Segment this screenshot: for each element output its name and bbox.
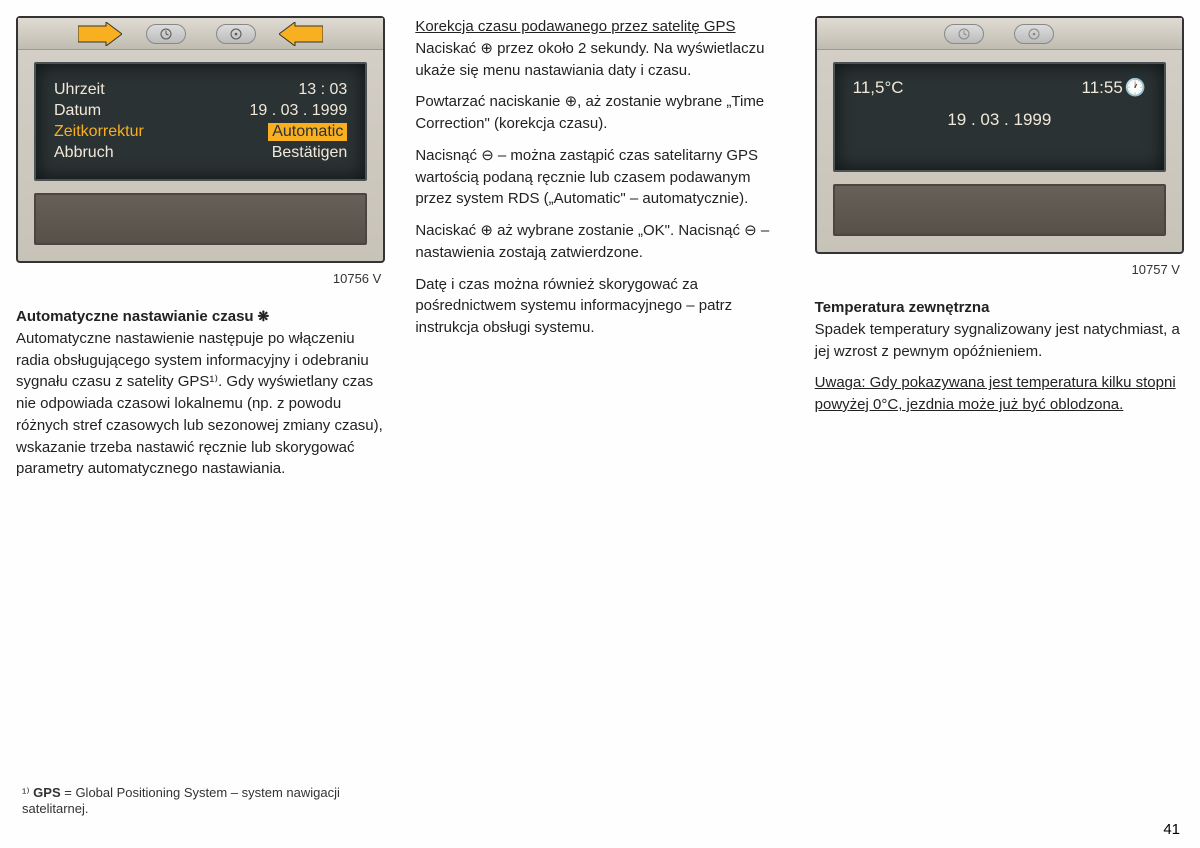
row-label: Datum [54, 102, 201, 120]
footnote-term: GPS [33, 785, 60, 800]
screen-row: Datum 19 . 03 . 1999 [54, 102, 347, 120]
body-paragraph: Uwaga: Gdy pokazywana jest temperatura k… [815, 374, 1176, 413]
lower-blank-panel [833, 184, 1166, 236]
clock-value: 11:55🕐 [1082, 78, 1146, 98]
lower-blank-panel [34, 193, 367, 245]
device-display-left: Uhrzeit 13 : 03 Datum 19 . 03 . 1999 Zei… [16, 16, 385, 263]
device-top-bar [817, 18, 1182, 50]
body-paragraph: Spadek temperatury sygnalizowany jest na… [815, 321, 1180, 360]
body-paragraph: Automatyczne nastawienie następuje po wł… [16, 330, 383, 478]
right-text-block: Temperatura zewnętrzna Spadek temperatur… [815, 297, 1184, 426]
device-display-right: 11,5°C 11:55🕐 19 . 03 . 1999 [815, 16, 1184, 254]
dot-button-right[interactable] [216, 24, 256, 44]
figure-label: 10757 V [815, 262, 1180, 277]
temperature-value: 11,5°C [853, 78, 904, 98]
section-heading: Automatyczne nastawianie czasu [16, 308, 269, 325]
row-value: 13 : 03 [298, 81, 347, 99]
date-value: 19 . 03 . 1999 [853, 110, 1146, 130]
device-top-bar [18, 18, 383, 50]
screen-row: Uhrzeit 13 : 03 [54, 81, 347, 99]
clock-button-left[interactable] [146, 24, 186, 44]
body-paragraph: Nacisnąć ⊖ – można zastąpić czas satelit… [415, 145, 784, 210]
lcd-menu-screen: Uhrzeit 13 : 03 Datum 19 . 03 . 1999 Zei… [34, 62, 367, 181]
row-label: Zeitkorrektur [54, 123, 201, 141]
middle-text-block: Korekcja czasu podawanego przez satelitę… [415, 16, 784, 349]
subheading-underline: Korekcja czasu podawanego przez satelitę… [415, 18, 735, 35]
section-heading: Temperatura zewnętrzna [815, 299, 990, 316]
arrow-left-icon [279, 22, 323, 51]
body-paragraph: Datę i czas można również skorygować za … [415, 274, 784, 339]
left-column: Uhrzeit 13 : 03 Datum 19 . 03 . 1999 Zei… [16, 16, 385, 832]
row-value: 19 . 03 . 1999 [249, 102, 347, 120]
screen-row: Abbruch Bestätigen [54, 144, 347, 162]
right-column: 11,5°C 11:55🕐 19 . 03 . 1999 10757 V Tem… [815, 16, 1184, 832]
figure-label: 10756 V [16, 271, 381, 286]
left-text-block: Automatyczne nastawianie czasu Automatyc… [16, 306, 385, 490]
row-value: Bestätigen [272, 144, 348, 162]
page-number: 41 [1163, 821, 1180, 838]
body-paragraph: Powtarzać naciskanie ⊕, aż zostanie wybr… [415, 91, 784, 135]
middle-column: Korekcja czasu podawanego przez satelitę… [415, 16, 784, 832]
footnote: ¹⁾ GPS = Global Positioning System – sys… [16, 785, 385, 816]
row-label: Uhrzeit [54, 81, 201, 99]
arrow-right-icon [78, 22, 122, 51]
lcd-info-screen: 11,5°C 11:55🕐 19 . 03 . 1999 [833, 62, 1166, 172]
clock-icon: 🕐 [1125, 78, 1146, 98]
row-label: Abbruch [54, 144, 201, 162]
body-paragraph: Naciskać ⊕ aż wybrane zostanie „OK". Nac… [415, 220, 784, 264]
dot-button-right[interactable] [1014, 24, 1054, 44]
manual-page: Uhrzeit 13 : 03 Datum 19 . 03 . 1999 Zei… [0, 0, 1200, 848]
row-value: Automatic [268, 123, 347, 141]
body-paragraph: Naciskać ⊕ przez około 2 sekundy. Na wyś… [415, 40, 764, 79]
screen-row: Zeitkorrektur Automatic [54, 123, 347, 141]
footnote-marker: ¹⁾ [22, 785, 30, 800]
clock-button-left[interactable] [944, 24, 984, 44]
footnote-text: = Global Positioning System – system naw… [22, 785, 340, 816]
